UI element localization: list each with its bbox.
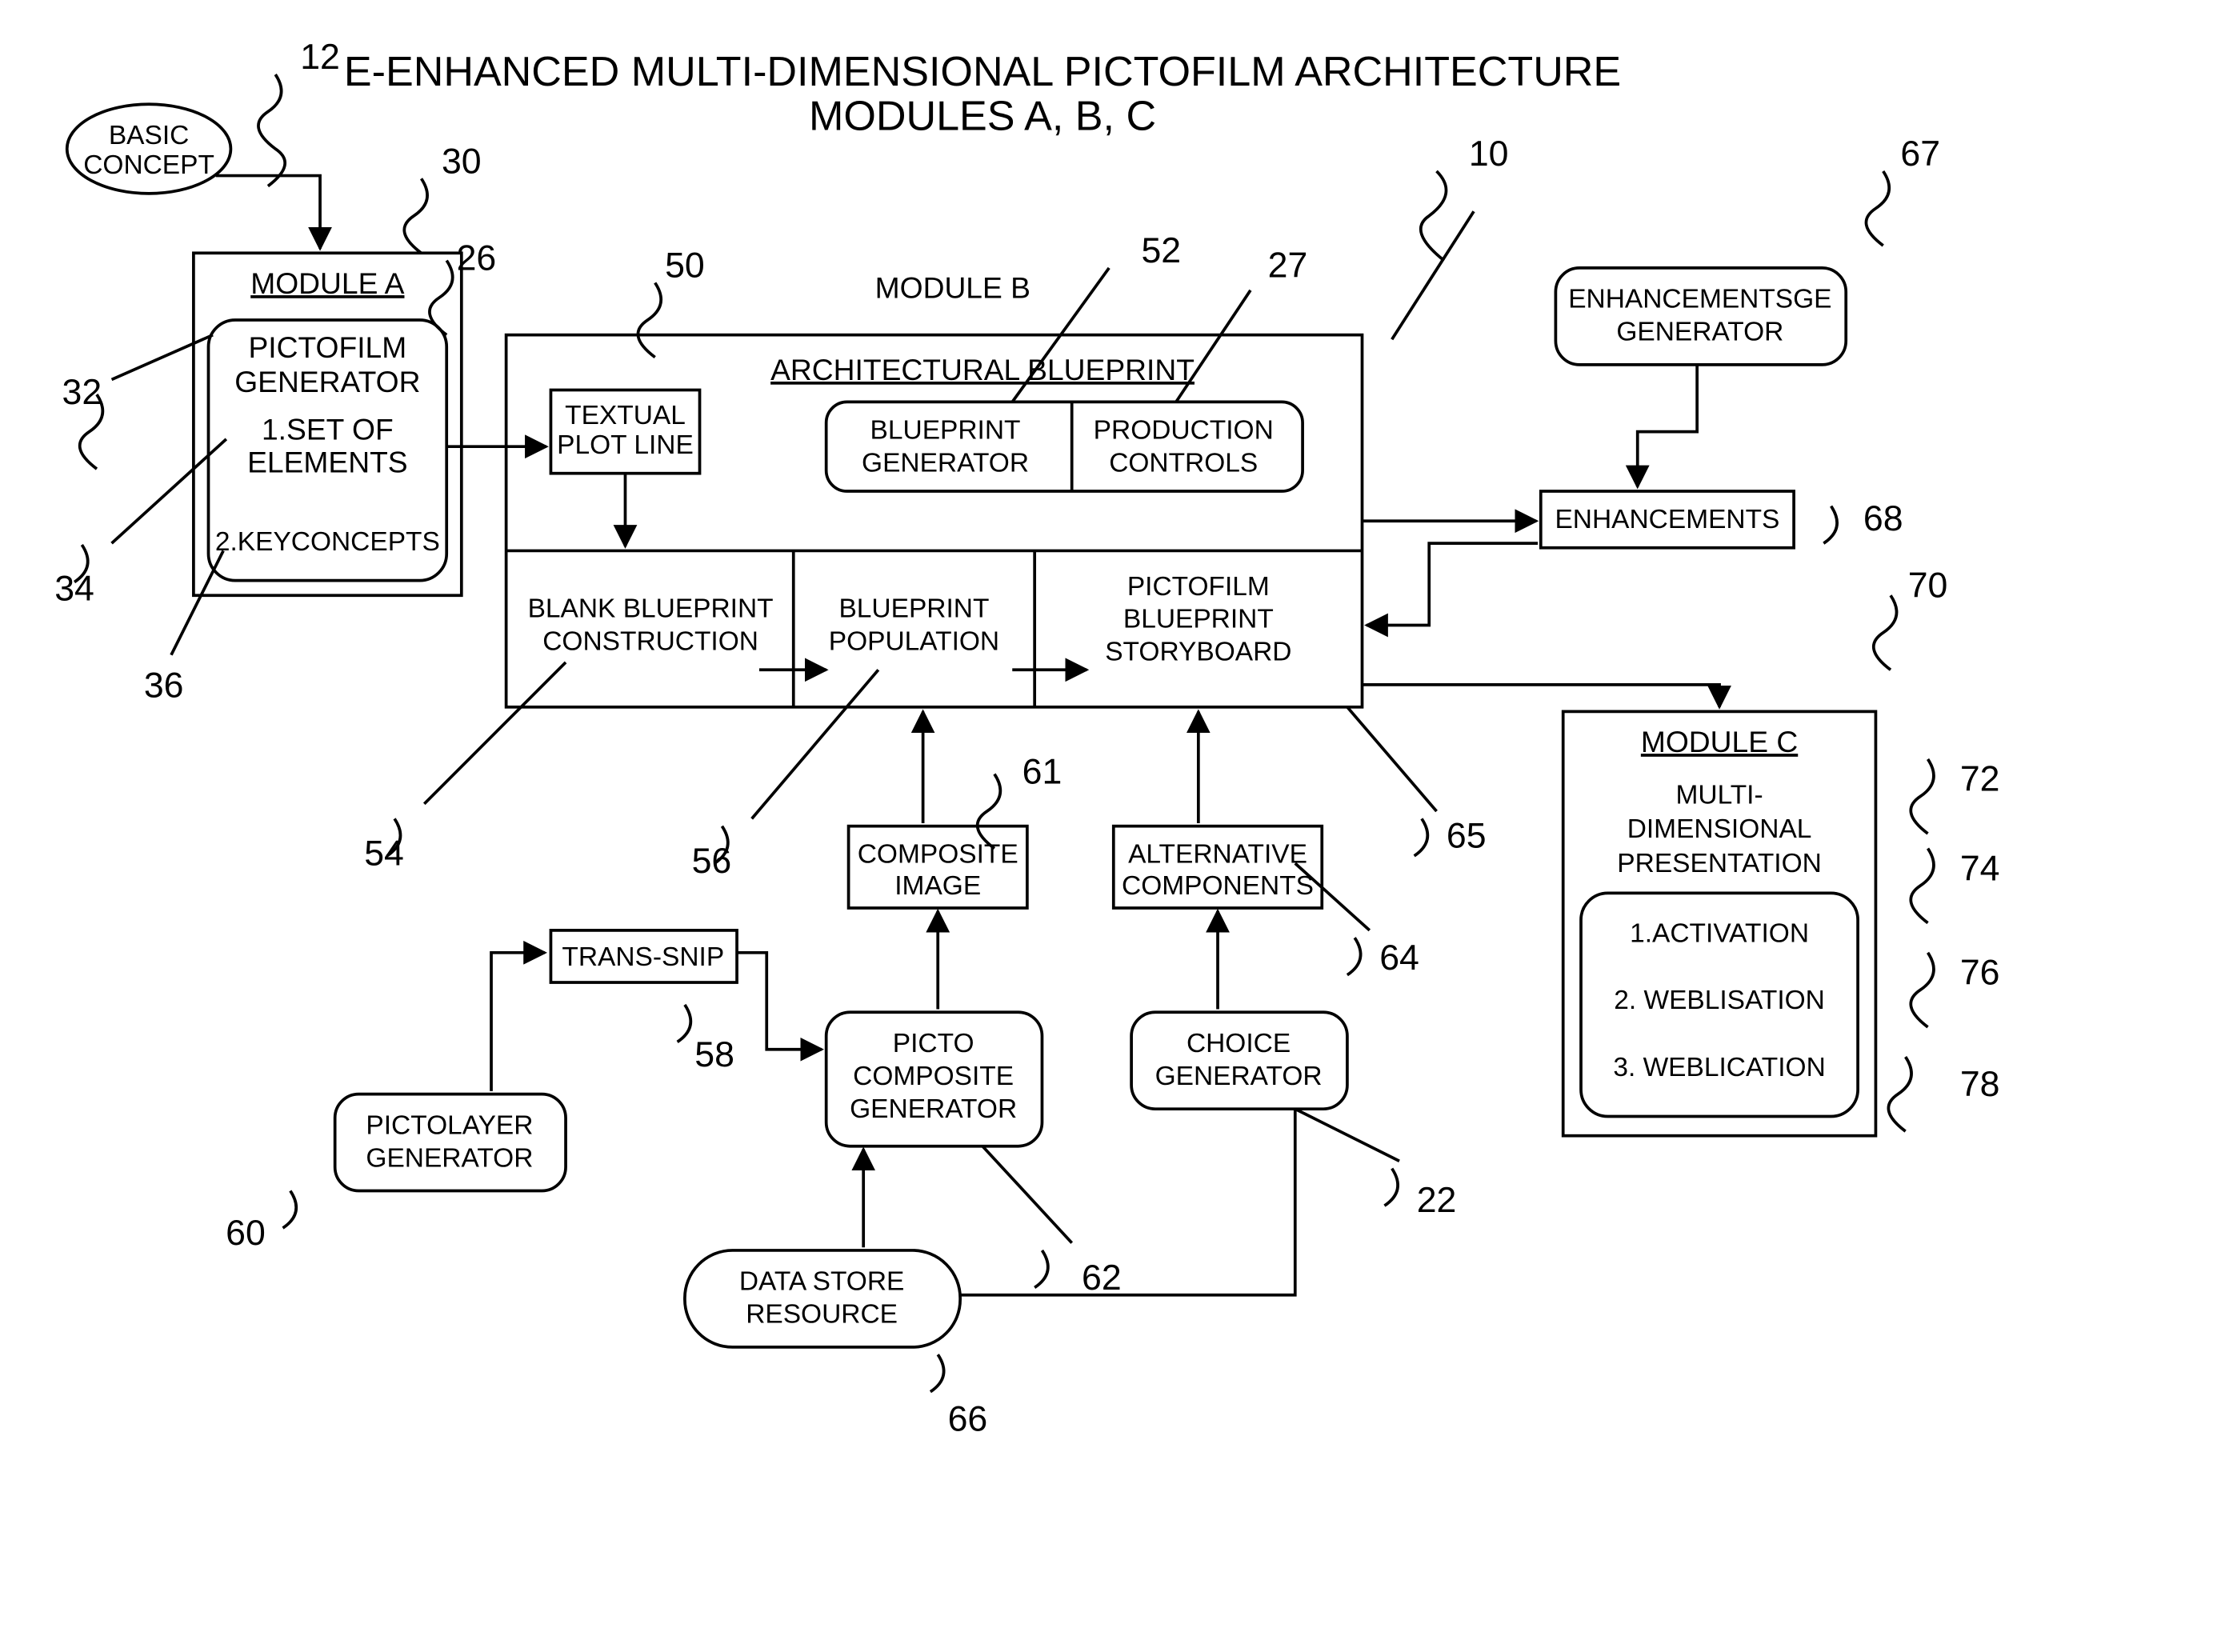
blank-blueprint-1: BLANK BLUEPRINT [528, 594, 774, 624]
node-module-c: MODULE C MULTI- DIMENSIONAL PRESENTATION… [1563, 711, 1876, 1135]
ref-30: 30 [442, 142, 482, 181]
blueprint-population-1: BLUEPRINT [838, 594, 989, 624]
arch-blueprint-label: ARCHITECTURAL BLUEPRINT [770, 353, 1195, 386]
enhancements-gen-1: ENHANCEMENTSGE [1568, 285, 1831, 314]
architecture-diagram: E-ENHANCED MULTI-DIMENSIONAL PICTOFILM A… [0, 0, 2233, 1652]
ref-54: 54 [364, 834, 404, 874]
ref-64: 64 [1379, 938, 1419, 978]
textual-plot-line-1: TEXTUAL [565, 401, 686, 430]
ref-34: 34 [54, 569, 94, 608]
enhancements-gen-2: GENERATOR [1616, 318, 1783, 347]
blueprint-generator-1: BLUEPRINT [870, 415, 1021, 445]
enhancements-label: ENHANCEMENTS [1555, 505, 1779, 534]
node-trans-snip: TRANS-SNIP [550, 930, 737, 982]
composite-image-1: COMPOSITE [858, 840, 1018, 870]
module-a-header: MODULE A [250, 266, 404, 300]
alt-components-2: COMPONENTS [1122, 871, 1314, 901]
production-controls-1: PRODUCTION [1094, 415, 1274, 445]
ref-52: 52 [1141, 231, 1181, 270]
node-alternative-components: ALTERNATIVE COMPONENTS [1114, 826, 1322, 908]
pictofilm-storyboard-2: BLUEPRINT [1123, 605, 1274, 634]
data-store-1: DATA STORE [739, 1267, 905, 1297]
choice-generator-2: GENERATOR [1155, 1062, 1323, 1091]
ref-60: 60 [226, 1214, 266, 1253]
ref-66: 66 [948, 1400, 988, 1439]
node-data-store: DATA STORE RESOURCE [685, 1250, 960, 1347]
pictofilm-storyboard-3: STORYBOARD [1105, 638, 1291, 667]
module-c-header: MODULE C [1641, 725, 1798, 758]
module-a-body5: 2.KEYCONCEPTS [215, 527, 440, 557]
node-enhancements-gen: ENHANCEMENTSGE GENERATOR [1555, 268, 1846, 365]
blueprint-population-2: POPULATION [829, 627, 999, 657]
module-a-body2: GENERATOR [234, 365, 420, 398]
data-store-2: RESOURCE [746, 1300, 898, 1330]
ref-67: 67 [1900, 134, 1940, 174]
module-a-body4: ELEMENTS [247, 445, 408, 478]
picto-composite-1: PICTO [893, 1029, 974, 1058]
ref-27: 27 [1268, 246, 1308, 286]
ref-32: 32 [62, 373, 102, 412]
node-module-b: MODULE B ARCHITECTURAL BLUEPRINT TEXTUAL… [506, 271, 1363, 707]
basic-concept-line1: BASIC [109, 121, 189, 150]
ref-68: 68 [1863, 499, 1903, 538]
alt-components-1: ALTERNATIVE [1128, 840, 1307, 870]
ref-12: 12 [300, 38, 340, 77]
production-controls-2: CONTROLS [1109, 448, 1258, 478]
ref-56: 56 [692, 842, 732, 881]
diagram-title-line2: MODULES A, B, C [809, 94, 1156, 140]
module-c-body1: MULTI- [1676, 780, 1763, 810]
trans-snip-label: TRANS-SNIP [562, 942, 724, 972]
ref-62: 62 [1082, 1258, 1122, 1298]
node-composite-image: COMPOSITE IMAGE [849, 826, 1027, 908]
ref-65: 65 [1447, 816, 1487, 855]
ref-36: 36 [144, 666, 184, 705]
ref-22: 22 [1417, 1181, 1457, 1220]
ref-74: 74 [1960, 849, 2000, 888]
ref-58: 58 [694, 1035, 734, 1074]
pictofilm-storyboard-1: PICTOFILM [1127, 572, 1270, 602]
diagram-title-line1: E-ENHANCED MULTI-DIMENSIONAL PICTOFILM A… [344, 49, 1621, 95]
choice-generator-1: CHOICE [1187, 1029, 1291, 1058]
picto-composite-2: COMPOSITE [853, 1062, 1014, 1091]
node-module-a: MODULE A PICTOFILM GENERATOR 1.SET OF EL… [194, 253, 462, 595]
module-b-header: MODULE B [875, 271, 1030, 305]
ref-61: 61 [1022, 752, 1062, 791]
node-basic-concept: BASIC CONCEPT [67, 104, 231, 194]
ref-72: 72 [1960, 760, 2000, 799]
ref-10: 10 [1469, 134, 1509, 174]
node-enhancements: ENHANCEMENTS [1541, 491, 1794, 548]
textual-plot-line-2: PLOT LINE [557, 430, 694, 460]
basic-concept-line2: CONCEPT [83, 150, 214, 180]
module-c-item3: 3. WEBLICATION [1613, 1053, 1825, 1082]
pictolayer-1: PICTOLAYER [366, 1110, 533, 1140]
ref-76: 76 [1960, 954, 2000, 993]
module-a-body3: 1.SET OF [262, 412, 394, 446]
ref-78: 78 [1960, 1065, 2000, 1104]
module-c-body2: DIMENSIONAL [1627, 814, 1812, 844]
blank-blueprint-2: CONSTRUCTION [542, 627, 758, 657]
pictolayer-2: GENERATOR [366, 1143, 533, 1173]
node-picto-composite-gen: PICTO COMPOSITE GENERATOR [826, 1012, 1042, 1146]
module-c-item2: 2. WEBLISATION [1614, 986, 1825, 1015]
blueprint-generator-2: GENERATOR [862, 448, 1029, 478]
node-choice-generator: CHOICE GENERATOR [1131, 1012, 1347, 1109]
ref-50: 50 [665, 246, 705, 286]
ref-26: 26 [457, 238, 497, 278]
composite-image-2: IMAGE [894, 871, 981, 901]
module-c-item1: 1.ACTIVATION [1630, 918, 1809, 948]
picto-composite-3: GENERATOR [850, 1094, 1017, 1124]
module-c-body3: PRESENTATION [1617, 849, 1822, 878]
node-pictolayer-gen: PICTOLAYER GENERATOR [335, 1094, 566, 1191]
ref-70: 70 [1908, 566, 1948, 606]
module-a-body1: PICTOFILM [248, 330, 406, 364]
